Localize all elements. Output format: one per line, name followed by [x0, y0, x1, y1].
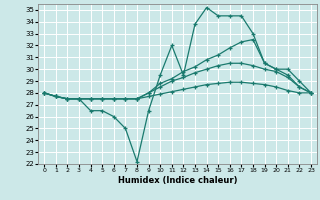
X-axis label: Humidex (Indice chaleur): Humidex (Indice chaleur)	[118, 176, 237, 185]
